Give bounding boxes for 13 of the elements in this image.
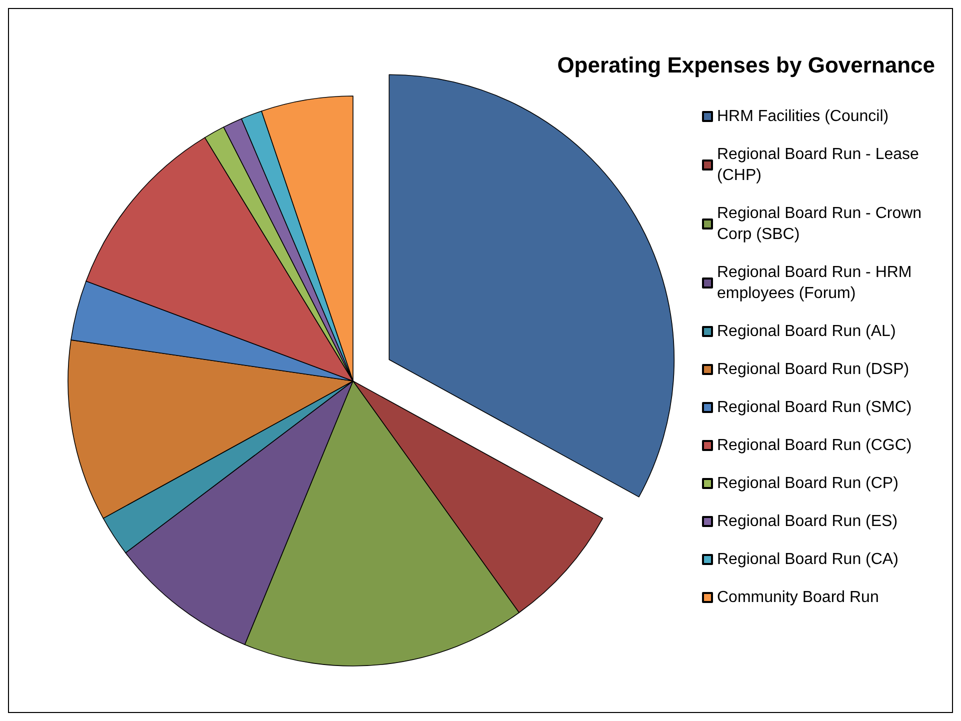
- chart-title: Operating Expenses by Governance: [557, 52, 936, 78]
- legend-label: Community Board Run: [717, 589, 879, 606]
- legend-label: Regional Board Run (DSP): [717, 361, 910, 378]
- legend-label: Regional Board Run - Crown Corp (SBC): [717, 205, 926, 243]
- legend-label: Regional Board Run (SMC): [717, 399, 912, 416]
- legend-label: Regional Board Run - HRM employees (Forum): [717, 264, 916, 302]
- legend-label: Regional Board Run (CA): [717, 551, 898, 568]
- legend-label: Regional Board Run (AL): [717, 323, 896, 340]
- legend-label: HRM Facilities (Council): [717, 108, 889, 125]
- legend-label: Regional Board Run - Lease (CHP): [717, 146, 924, 184]
- legend-label: Regional Board Run (CGC): [717, 437, 912, 454]
- legend-label: Regional Board Run (ES): [717, 513, 898, 530]
- legend-label: Regional Board Run (CP): [717, 475, 898, 492]
